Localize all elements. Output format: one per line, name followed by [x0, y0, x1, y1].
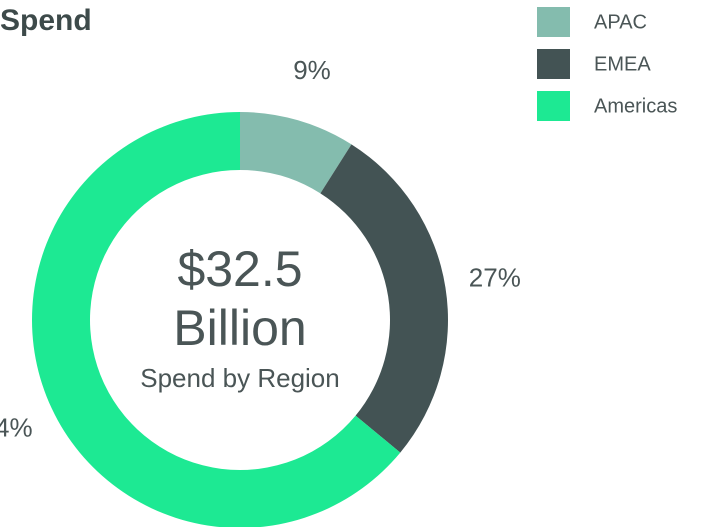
legend-swatch: [537, 49, 570, 79]
donut-slice: [320, 144, 449, 453]
slice-label: 9%: [293, 55, 331, 85]
legend-swatch: [537, 91, 570, 121]
legend-label: EMEA: [594, 53, 651, 75]
slice-label: 27%: [469, 263, 521, 293]
donut-slice: [32, 112, 401, 527]
slice-label: 64%: [0, 413, 33, 443]
donut-slice: [240, 112, 352, 194]
legend-label: APAC: [594, 11, 647, 33]
center-value: $32.5: [177, 241, 302, 297]
center-caption: Spend by Region: [140, 363, 339, 393]
center-unit: Billion: [173, 300, 306, 356]
legend-swatch: [537, 7, 570, 37]
legend-label: Americas: [594, 95, 677, 117]
chart-title: Spend: [0, 4, 92, 37]
